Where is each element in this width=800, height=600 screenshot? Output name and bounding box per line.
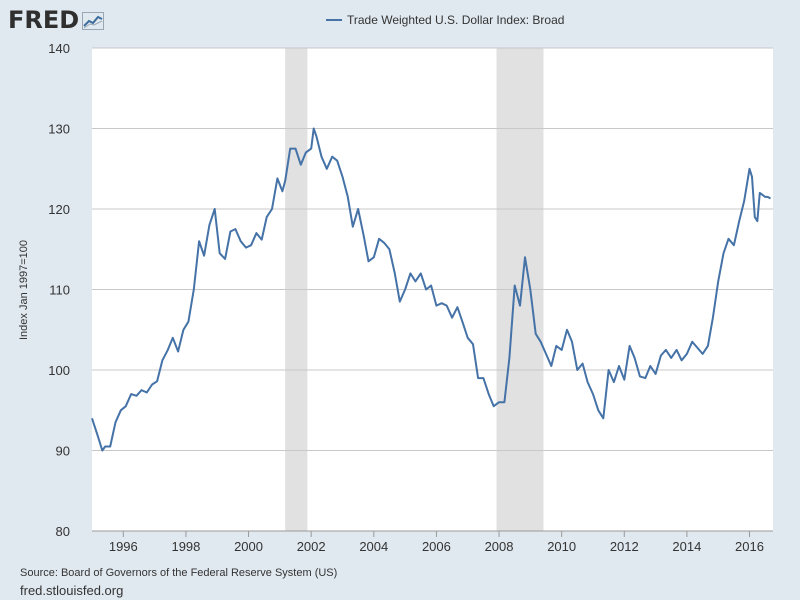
- x-tick-label: 2004: [359, 539, 388, 554]
- x-tick-label: 1996: [109, 539, 138, 554]
- y-tick-label: 110: [49, 283, 70, 298]
- series-line: [91, 127, 771, 452]
- fred-logo-text: FRED: [8, 6, 80, 34]
- x-tick-label: 2014: [672, 539, 701, 554]
- legend-label: Trade Weighted U.S. Dollar Index: Broad: [347, 13, 564, 27]
- y-axis-ticks: 80 90 100 110 120 130 140: [48, 41, 70, 539]
- x-tick-label: 1998: [171, 539, 200, 554]
- y-tick-label: 130: [48, 122, 70, 137]
- fred-logo[interactable]: FRED: [8, 6, 105, 34]
- y-axis-label: Index Jan 1997=100: [18, 240, 30, 340]
- x-tick-label: 2010: [547, 539, 576, 554]
- y-tick-label: 140: [48, 41, 70, 56]
- source-note: Source: Board of Governors of the Federa…: [20, 567, 338, 579]
- line-chart-icon: [82, 12, 105, 30]
- x-tick-label: 2000: [234, 539, 263, 554]
- y-tick-label: 90: [56, 444, 70, 459]
- x-tick-label: 2006: [422, 539, 451, 554]
- y-tick-label: 120: [48, 202, 70, 217]
- y-tick-label: 100: [48, 363, 70, 378]
- x-tick-label: 2002: [297, 539, 326, 554]
- y-tick-label: 80: [56, 524, 70, 539]
- x-tick-label: 2012: [610, 539, 639, 554]
- x-axis-ticks: 1996 1998 2000 2002 2004 2006 2008 2010 2012 2014…: [109, 531, 764, 554]
- legend: Trade Weighted U.S. Dollar Index: Broad: [326, 13, 564, 27]
- site-link[interactable]: fred.stlouisfed.org: [20, 583, 124, 598]
- x-tick-label: 2008: [485, 539, 514, 554]
- x-tick-label: 2016: [735, 539, 764, 554]
